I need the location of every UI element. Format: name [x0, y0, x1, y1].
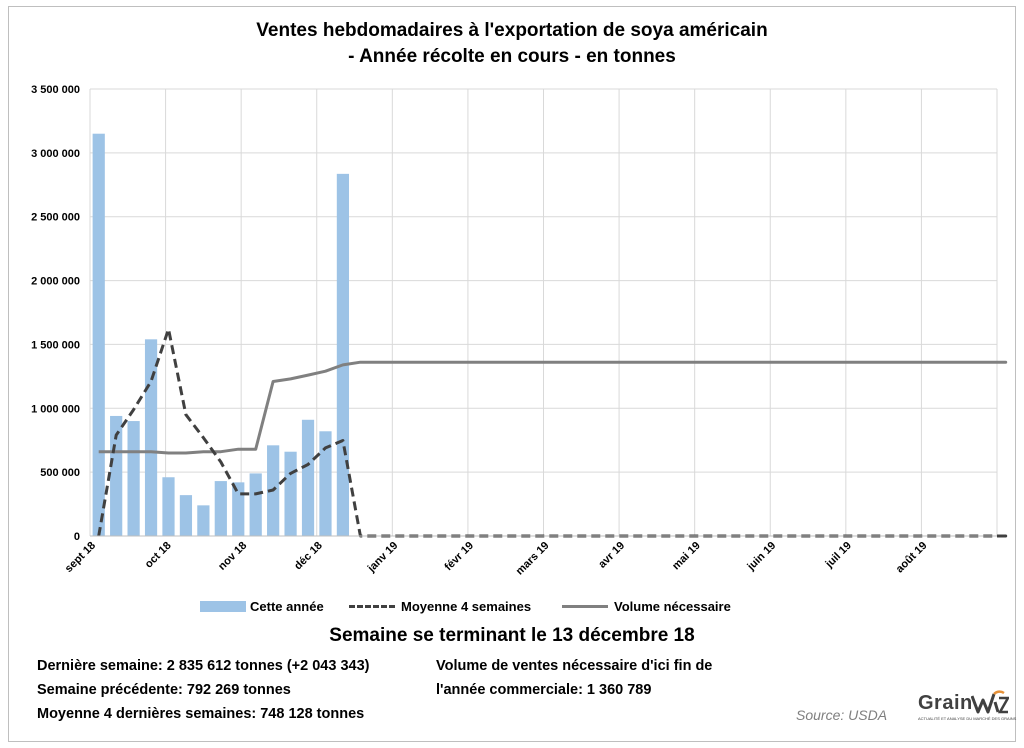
legend: Cette année Moyenne 4 semaines Volume né… [0, 599, 1024, 619]
legend-label: Moyenne 4 semaines [401, 599, 532, 614]
bar [179, 495, 193, 536]
y-tick-label: 3 000 000 [31, 148, 80, 160]
chart-canvas: 0 500 000 1 000 000 1 500 000 2 000 000 2 500… [31, 84, 1008, 578]
x-tick-label: janv 19 [365, 540, 401, 576]
y-tick-label: 1 000 000 [31, 403, 80, 415]
bar [301, 419, 315, 536]
stat-needed-line2: l'année commerciale: 1 360 789 [436, 682, 652, 698]
legend-label: Cette année [250, 599, 324, 614]
x-tick-label: nov 18 [216, 540, 249, 573]
x-tick-label: août 19 [894, 540, 930, 576]
x-tick-label: oct 18 [143, 540, 174, 571]
stat-last-week: Dernière semaine: 2 835 612 tonnes (+2 0… [37, 658, 370, 674]
y-tick-label: 2 500 000 [31, 212, 80, 224]
bar [214, 481, 227, 536]
bar [144, 339, 158, 536]
summary-heading: Semaine se terminant le 13 décembre 18 [329, 625, 695, 646]
chart-frame [8, 6, 1016, 742]
legend-swatch-dashed [349, 605, 395, 608]
legend-label: Volume nécessaire [614, 599, 731, 614]
x-tick-label: sept 18 [63, 540, 98, 575]
logo-tagline: ACTUALITÉ ET ANALYSE DU MARCHÉ DES GRAIN… [918, 716, 1017, 721]
source-note: Source: USDA [796, 707, 888, 723]
bar [162, 477, 175, 536]
y-tick-label: 2 000 000 [31, 276, 80, 288]
bar [284, 451, 297, 536]
y-tick-label: 500 000 [40, 467, 80, 479]
bar [197, 505, 210, 536]
logo-text: Grain [918, 692, 973, 714]
stat-previous-week: Semaine précédente: 792 269 tonnes [37, 682, 291, 698]
legend-item-moyenne: Moyenne 4 semaines [349, 599, 531, 614]
y-tick-label: 3 500 000 [31, 84, 80, 96]
x-tick-label: juil 19 [823, 540, 854, 571]
chart-subtitle: - Année récolte en cours - en tonnes [348, 46, 676, 67]
x-tick-label: avr 19 [596, 540, 627, 571]
stat-needed-line1: Volume de ventes nécessaire d'ici fin de [436, 658, 713, 674]
bar [249, 473, 262, 536]
x-tick-label: févr 19 [442, 540, 476, 574]
x-tick-label: mai 19 [670, 540, 703, 573]
bar [127, 421, 140, 536]
legend-item-cette-annee: Cette année [200, 599, 324, 614]
y-tick-label: 0 [74, 531, 80, 543]
bar [336, 173, 350, 536]
grainwiz-logo: Grain ACTUALITÉ ET ANALYSE DU MARCHÉ DES… [918, 690, 1016, 724]
bar [232, 482, 245, 536]
series-line-volume-necessaire [98, 360, 1008, 455]
bar [319, 431, 332, 536]
x-tick-label: déc 18 [292, 540, 325, 573]
x-tick-label: juin 19 [745, 540, 779, 574]
y-tick-label: 1 500 000 [31, 339, 80, 351]
legend-swatch-solid [562, 605, 608, 608]
x-tick-label: mars 19 [514, 540, 552, 578]
bar [92, 133, 105, 536]
stat-avg-4-weeks: Moyenne 4 dernières semaines: 748 128 to… [37, 706, 365, 722]
chart-title: Ventes hebdomadaires à l'exportation de … [256, 20, 768, 41]
legend-swatch-bar [200, 601, 246, 612]
legend-item-volume: Volume nécessaire [562, 599, 731, 614]
logo-wiz-mark [971, 690, 1009, 714]
